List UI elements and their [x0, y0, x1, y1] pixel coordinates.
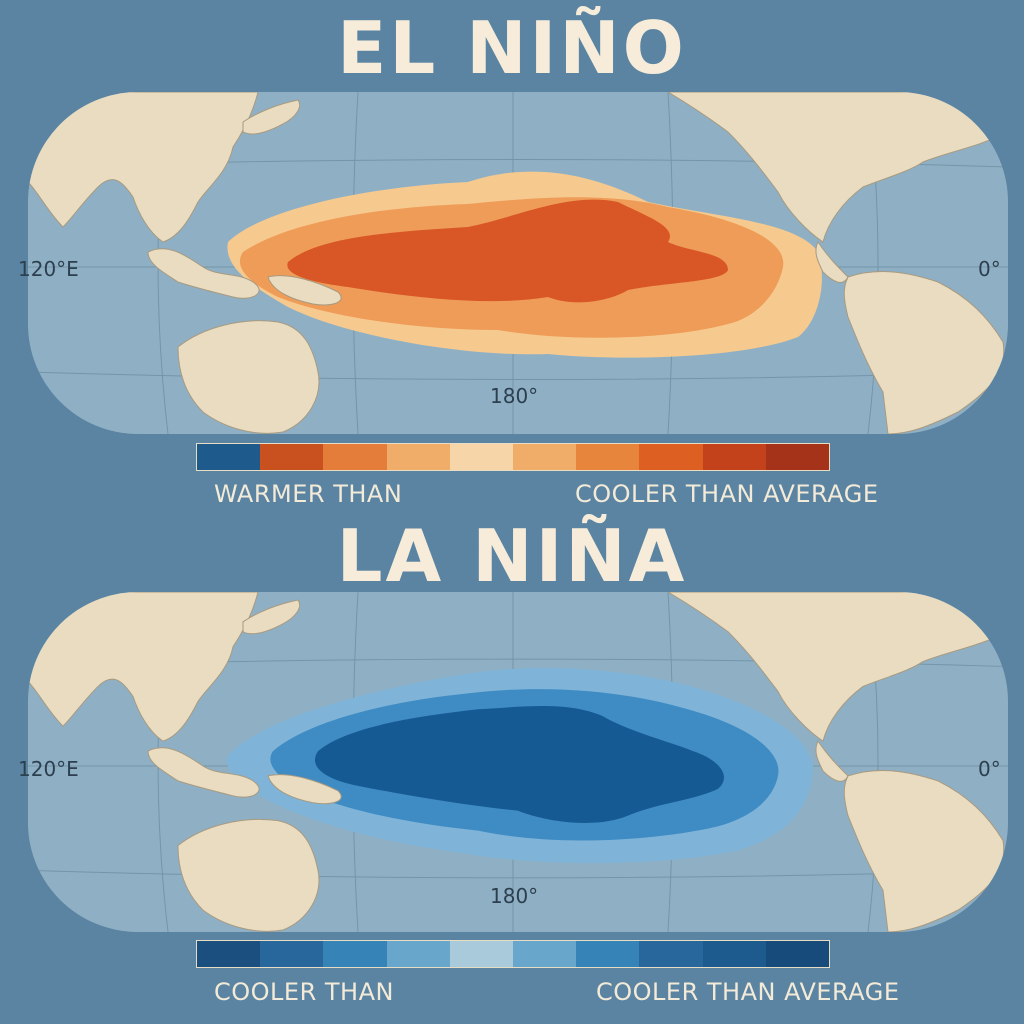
- el-nino-color-scale: [196, 443, 830, 471]
- scale-swatch: [639, 444, 703, 470]
- la-nina-scale-left-label: COOLER THAN: [214, 978, 394, 1006]
- japan: [242, 599, 301, 635]
- south-america: [843, 271, 1005, 434]
- scale-swatch: [702, 444, 766, 470]
- north-america: [666, 592, 1008, 742]
- maritime-sea: [147, 248, 260, 299]
- scale-swatch: [449, 941, 514, 967]
- scale-swatch: [513, 444, 577, 470]
- north-america: [666, 92, 1008, 243]
- la-nina-map: 120°E 0° 180°: [18, 592, 1008, 932]
- australia: [177, 818, 320, 932]
- anomaly-la-nina: [226, 667, 813, 864]
- scale-swatch: [260, 941, 324, 967]
- new-guinea: [267, 275, 342, 306]
- south-america: [843, 770, 1005, 932]
- asia: [28, 92, 259, 243]
- japan: [242, 99, 301, 135]
- la-nina-map-svg: [28, 592, 1008, 932]
- scale-swatch: [323, 444, 387, 470]
- la-nina-scale-right-label: COOLER THAN AVERAGE: [596, 978, 900, 1006]
- scale-swatch: [386, 941, 450, 967]
- lon-label-180: 180°: [490, 884, 539, 908]
- scale-swatch: [197, 444, 261, 470]
- scale-swatch: [513, 941, 577, 967]
- scale-swatch: [639, 941, 703, 967]
- scale-swatch: [323, 941, 387, 967]
- new-guinea: [267, 774, 342, 805]
- scale-swatch: [449, 444, 514, 470]
- lon-label-0: 0°: [978, 257, 1001, 281]
- el-nino-map-svg: [28, 92, 1008, 434]
- scale-swatch: [197, 941, 261, 967]
- scale-swatch: [386, 444, 450, 470]
- landmasses: [28, 592, 1008, 932]
- el-nino-scale-left-label: WARMER THAN: [214, 480, 403, 508]
- central-america: [815, 740, 849, 782]
- asia: [28, 592, 259, 742]
- scale-swatch: [702, 941, 766, 967]
- scale-swatch: [765, 444, 830, 470]
- anomaly-el-nino: [227, 171, 822, 358]
- scale-swatch: [765, 941, 830, 967]
- scale-swatch: [576, 941, 640, 967]
- el-nino-map: 120°E 0° 180°: [18, 92, 1008, 434]
- lon-label-0: 0°: [978, 757, 1001, 781]
- lon-label-120e: 120°E: [18, 257, 79, 281]
- australia: [177, 320, 320, 434]
- landmasses: [28, 92, 1008, 434]
- lon-label-180: 180°: [490, 384, 539, 408]
- scale-swatch: [576, 444, 640, 470]
- scale-swatch: [260, 444, 324, 470]
- anomaly-inner: [314, 706, 724, 823]
- anomaly-inner: [287, 199, 728, 303]
- central-america: [815, 241, 849, 283]
- maritime-sea: [147, 747, 260, 798]
- la-nina-title: LA NIÑA: [336, 514, 688, 598]
- la-nina-color-scale: [196, 940, 830, 968]
- lon-label-120e: 120°E: [18, 757, 79, 781]
- el-nino-title: EL NIÑO: [337, 6, 687, 90]
- el-nino-scale-right-label: COOLER THAN AVERAGE: [575, 480, 879, 508]
